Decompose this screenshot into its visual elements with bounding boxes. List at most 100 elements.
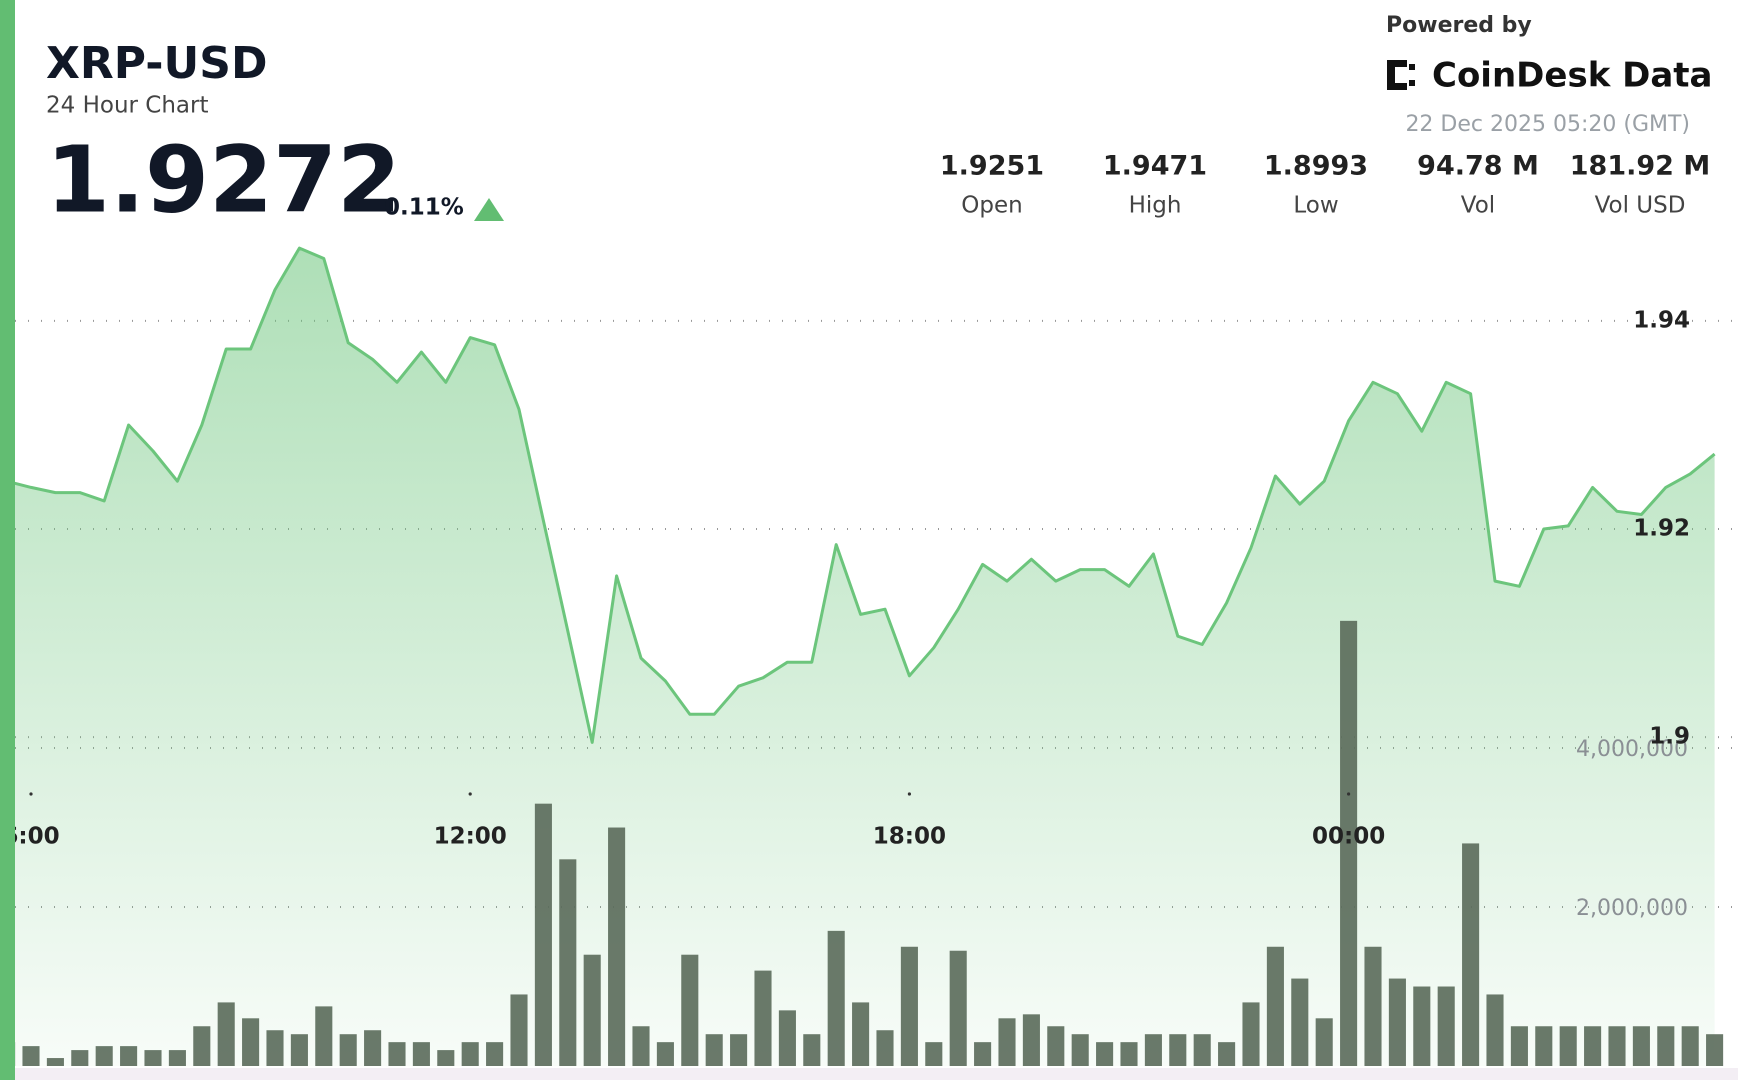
volume-bar [778, 1010, 796, 1066]
volume-bar [95, 1046, 113, 1066]
volume-bar [510, 994, 528, 1066]
volume-bar [1340, 620, 1358, 1066]
volume-bar [754, 970, 772, 1066]
y-tick-label: 1.94 [1633, 307, 1690, 333]
stat-value: 1.9251 [940, 151, 1044, 182]
stat-value: 1.9471 [1103, 151, 1207, 182]
volume-bar [364, 1030, 382, 1066]
y2-tick-label: 2,000,000 [1576, 896, 1688, 921]
volume-bar [144, 1050, 162, 1066]
x-tick [907, 792, 912, 796]
volume-bar [71, 1050, 89, 1066]
volume-bar [1169, 1034, 1187, 1066]
volume-bar [412, 1042, 430, 1066]
volume-bar [1681, 1026, 1699, 1066]
volume-bar [534, 803, 552, 1066]
volume-bar [1486, 994, 1504, 1066]
volume-bar [1266, 946, 1284, 1066]
volume-bar [168, 1050, 186, 1066]
volume-bar [437, 1050, 455, 1066]
x-tick [1347, 792, 1351, 796]
volume-bar [730, 1034, 748, 1066]
x-tick [29, 792, 33, 796]
symbol: XRP-USD [46, 38, 267, 89]
stat-value: 181.92 M [1570, 151, 1710, 182]
volume-bar [315, 1006, 333, 1066]
volume-bar [656, 1042, 674, 1066]
timestamp: 22 Dec 2025 05:20 (GMT) [1405, 112, 1690, 137]
volume-bar [803, 1034, 821, 1066]
volume-bar [339, 1034, 357, 1066]
stat-label: Low [1293, 193, 1338, 219]
volume-bar [1437, 986, 1455, 1066]
stat-label: High [1129, 193, 1182, 219]
up-arrow [474, 198, 504, 221]
y2-tick-label: 4,000,000 [1576, 737, 1688, 762]
volume-bar [1608, 1026, 1626, 1066]
volume-bar [1144, 1034, 1162, 1066]
volume-bar [1242, 1002, 1260, 1066]
volume-bar [998, 1018, 1016, 1066]
brand: CoinDesk Data [1432, 56, 1713, 96]
volume-bar [1388, 978, 1406, 1066]
volume-bar [900, 946, 918, 1066]
volume-bar [1364, 946, 1382, 1066]
change: 0.11% [384, 195, 464, 221]
volume-bar [1657, 1026, 1675, 1066]
x-tick [468, 792, 472, 796]
volume-bar [242, 1018, 260, 1066]
volume-bar [1632, 1026, 1650, 1066]
volume-bar [266, 1030, 284, 1066]
volume-bar [388, 1042, 406, 1066]
volume-bar [852, 1002, 870, 1066]
subtitle: 24 Hour Chart [46, 93, 209, 119]
volume-bar [1584, 1026, 1602, 1066]
volume-bar [608, 827, 626, 1066]
x-tick-label: 00:00 [1312, 824, 1385, 850]
volume-bar [1022, 1014, 1040, 1066]
y-tick-label: 1.9 [1649, 724, 1690, 750]
volume-bar [1462, 843, 1480, 1066]
y-tick-label: 1.92 [1633, 516, 1690, 542]
x-tick-label: 18:00 [873, 824, 946, 850]
volume-bar [1291, 978, 1309, 1066]
volume-bar [1047, 1026, 1065, 1066]
x-tick-label: 12:00 [434, 824, 507, 850]
volume-bar [1193, 1034, 1211, 1066]
volume-bar [705, 1034, 723, 1066]
volume-bar [681, 954, 699, 1066]
volume-bar [1120, 1042, 1138, 1066]
volume-bar [486, 1042, 504, 1066]
volume-bar [1413, 986, 1431, 1066]
stats: 1.9251 Open 1.9471 High 1.8993 Low 94.78 M Vol 1… [940, 151, 1710, 219]
volume-bar [974, 1042, 992, 1066]
volume-bar [461, 1042, 479, 1066]
volume-bar [217, 1002, 235, 1066]
price-line [6, 246, 1716, 744]
volume-bar [1071, 1034, 1089, 1066]
stat-value: 94.78 M [1417, 151, 1539, 182]
volume-bar [1510, 1026, 1528, 1066]
volume-bar [1559, 1026, 1577, 1066]
volume-bar [1218, 1042, 1236, 1066]
brand-logo [1387, 60, 1415, 90]
volume-bar [193, 1026, 211, 1066]
volume-bar [925, 1042, 943, 1066]
stat-label: Open [961, 193, 1022, 219]
stat-label: Vol [1461, 193, 1495, 219]
powered-by: Powered by [1386, 13, 1532, 38]
volume-bar [876, 1030, 894, 1066]
volume-bar [1096, 1042, 1114, 1066]
volume-bar [120, 1046, 138, 1066]
volume-bar [1706, 1034, 1724, 1066]
accent-bar [0, 0, 15, 1080]
volume-bar [22, 1046, 40, 1066]
volume-bar [1535, 1026, 1553, 1066]
volume-bar [827, 930, 845, 1066]
volume-bar [46, 1058, 64, 1066]
bottom-strip [0, 1068, 1738, 1080]
volume-bar [583, 954, 601, 1066]
